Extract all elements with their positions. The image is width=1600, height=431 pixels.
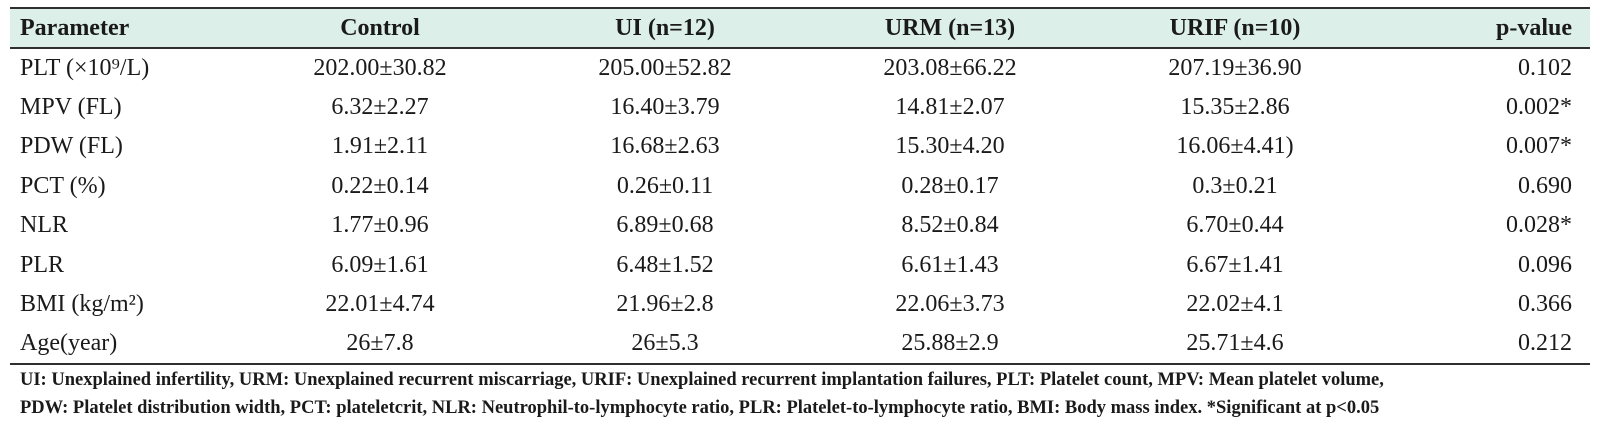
cell-parameter: MPV (FL): [20, 93, 122, 120]
cell-urif: 207.19±36.90: [1168, 54, 1302, 81]
cell-p-value: 0.028*: [1506, 212, 1572, 239]
header-p-value: p-value: [1380, 7, 1590, 49]
table-row: MPV (FL) 6.32±2.27 16.40±3.79 14.81±2.07…: [10, 88, 1590, 128]
footnote-line-1: UI: Unexplained infertility, URM: Unexpl…: [20, 370, 1384, 390]
results-table: Parameter Control UI (n=12) URM (n=13) U…: [10, 7, 1590, 365]
table-row: PLT (×10⁹/L) 202.00±30.82 205.00±52.82 2…: [10, 48, 1590, 88]
cell-p-value: 0.212: [1380, 324, 1590, 365]
cell-urm: 15.30±4.20: [895, 133, 1005, 160]
cell-p-value: 0.002*: [1506, 93, 1572, 120]
header-parameter: Parameter: [10, 7, 240, 49]
cell-ui: 6.89±0.68: [616, 212, 714, 239]
cell-p-value: 0.366: [1518, 291, 1572, 318]
table-row: BMI (kg/m²) 22.01±4.74 21.96±2.8 22.06±3…: [10, 285, 1590, 325]
cell-parameter: PLR: [20, 251, 65, 278]
cell-urif: 15.35±2.86: [1180, 93, 1290, 120]
table-row: PDW (FL) 1.91±2.11 16.68±2.63 15.30±4.20…: [10, 127, 1590, 167]
table-header: Parameter Control UI (n=12) URM (n=13) U…: [10, 7, 1590, 49]
cell-control: 0.22±0.14: [331, 172, 429, 199]
cell-control: 1.91±2.11: [331, 133, 429, 160]
cell-p-value: 0.007*: [1506, 133, 1572, 160]
cell-control: 22.01±4.74: [325, 291, 435, 318]
header-row: Parameter Control UI (n=12) URM (n=13) U…: [10, 7, 1590, 49]
cell-urm: 22.06±3.73: [895, 291, 1005, 318]
cell-p-value: 0.102: [1518, 54, 1572, 81]
cell-ui: 16.40±3.79: [610, 93, 720, 120]
cell-control: 6.32±2.27: [331, 93, 429, 120]
cell-urif: 25.71±4.6: [1090, 324, 1380, 365]
cell-urm: 6.61±1.43: [901, 251, 999, 278]
cell-urm: 0.28±0.17: [901, 172, 999, 199]
table-row: PCT (%) 0.22±0.14 0.26±0.11 0.28±0.17 0.…: [10, 167, 1590, 207]
cell-urif: 16.06±4.41): [1176, 133, 1294, 160]
table-body: PLT (×10⁹/L) 202.00±30.82 205.00±52.82 2…: [10, 48, 1590, 365]
header-urif: URIF (n=10): [1090, 7, 1380, 49]
cell-parameter: PLT (×10⁹/L): [20, 54, 150, 81]
cell-urif: 22.02±4.1: [1186, 291, 1284, 318]
cell-p-value: 0.096: [1518, 251, 1572, 278]
cell-control: 6.09±1.61: [331, 251, 429, 278]
cell-urm: 14.81±2.07: [895, 93, 1005, 120]
table-row: Age(year) 26±7.8 26±5.3 25.88±2.9 25.71±…: [10, 324, 1590, 365]
header-urm: URM (n=13): [810, 7, 1090, 49]
cell-control: 26±7.8: [240, 324, 520, 365]
table-row: NLR 1.77±0.96 6.89±0.68 8.52±0.84 6.70±0…: [10, 206, 1590, 246]
cell-control: 1.77±0.96: [331, 212, 429, 239]
cell-parameter: PDW (FL): [20, 133, 123, 160]
cell-parameter: Age(year): [10, 324, 240, 365]
cell-control: 202.00±30.82: [313, 54, 447, 81]
cell-urm: 8.52±0.84: [901, 212, 999, 239]
footnote-line-2: PDW: Platelet distribution width, PCT: p…: [20, 398, 1380, 418]
cell-ui: 26±5.3: [520, 324, 810, 365]
cell-ui: 205.00±52.82: [598, 54, 732, 81]
header-control: Control: [240, 7, 520, 49]
cell-urm: 203.08±66.22: [883, 54, 1017, 81]
header-ui: UI (n=12): [520, 7, 810, 49]
cell-p-value: 0.690: [1518, 172, 1572, 199]
table-footnote: UI: Unexplained infertility, URM: Unexpl…: [20, 366, 1580, 422]
cell-urm: 25.88±2.9: [810, 324, 1090, 365]
cell-ui: 21.96±2.8: [616, 291, 714, 318]
cell-urif: 0.3±0.21: [1192, 172, 1278, 199]
cell-urif: 6.70±0.44: [1186, 212, 1284, 239]
cell-parameter: PCT (%): [20, 172, 106, 199]
table-row: PLR 6.09±1.61 6.48±1.52 6.61±1.43 6.67±1…: [10, 246, 1590, 286]
cell-urif: 6.67±1.41: [1186, 251, 1284, 278]
cell-ui: 0.26±0.11: [616, 172, 714, 199]
cell-parameter: NLR: [20, 212, 68, 239]
cell-ui: 6.48±1.52: [616, 251, 714, 278]
cell-parameter: BMI (kg/m²): [20, 291, 144, 318]
cell-ui: 16.68±2.63: [610, 133, 720, 160]
